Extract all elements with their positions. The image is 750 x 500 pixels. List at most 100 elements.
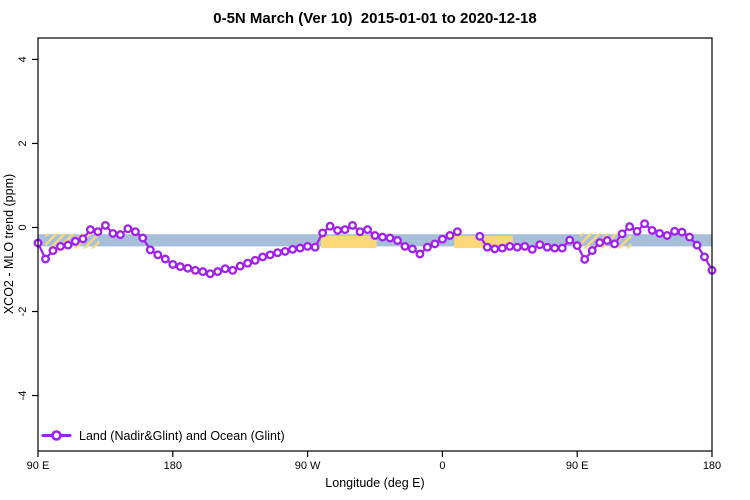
data-point: [512, 242, 522, 252]
x-tick-label: 90 E: [566, 460, 589, 472]
data-point: [325, 221, 335, 231]
data-point: [63, 240, 73, 250]
axis-ticks: 90 E 180 90 W 0 90 E 180 -4 -2 0 2 4: [17, 56, 721, 472]
data-point: [228, 265, 238, 275]
legend-label: Land (Nadir&Glint) and Ocean (Glint): [79, 429, 285, 443]
data-point: [625, 222, 635, 232]
data-point: [130, 227, 140, 237]
data-point: [595, 238, 605, 248]
data-point: [422, 242, 432, 252]
data-point: [273, 248, 283, 258]
data-point: [550, 243, 560, 253]
data-point: [355, 227, 365, 237]
data-point: [303, 241, 313, 251]
data-point: [437, 234, 447, 244]
data-point: [647, 225, 657, 235]
data-point: [213, 267, 223, 277]
y-axis-label: XCO2 - MLO trend (ppm): [2, 174, 16, 314]
data-point: [115, 230, 125, 240]
data-point: [168, 260, 178, 269]
data-point: [430, 239, 440, 249]
data-point: [235, 261, 245, 271]
data-point: [527, 244, 537, 254]
data-series: [33, 219, 717, 279]
data-point: [602, 236, 612, 245]
data-point: [123, 224, 133, 234]
data-point: [535, 240, 545, 250]
plot-border: [37, 37, 713, 452]
data-point: [295, 243, 305, 253]
x-tick-label: 180: [703, 460, 721, 472]
data-point: [175, 262, 185, 272]
flagged-band-solid-1: [321, 235, 377, 249]
data-point: [243, 258, 253, 268]
data-point: [265, 250, 275, 260]
data-point: [318, 228, 328, 238]
data-point: [78, 234, 88, 244]
data-point: [258, 252, 268, 262]
y-tick-label: -4: [17, 391, 29, 401]
y-tick-label: 2: [17, 140, 29, 146]
data-point: [220, 264, 230, 274]
y-tick-label: 0: [17, 224, 29, 230]
data-point: [48, 246, 58, 256]
data-point: [153, 250, 163, 260]
data-point: [340, 225, 350, 235]
data-point: [617, 229, 627, 239]
data-point: [482, 242, 492, 252]
data-point: [655, 228, 665, 238]
legend: Land (Nadir&Glint) and Ocean (Glint): [41, 429, 285, 443]
data-point: [288, 244, 298, 254]
data-point: [445, 231, 455, 240]
data-point: [70, 236, 80, 246]
data-point: [580, 254, 590, 264]
data-point: [190, 265, 200, 275]
data-point: [497, 243, 507, 253]
data-point: [700, 252, 709, 262]
data-point: [250, 255, 260, 265]
data-point: [108, 228, 118, 238]
data-point: [145, 245, 155, 255]
chart-title: 0-5N March (Ver 10) 2015-01-01 to 2020-1…: [213, 10, 537, 27]
data-point: [160, 254, 170, 264]
data-point: [138, 233, 148, 243]
data-point: [100, 220, 110, 230]
data-point: [572, 241, 582, 251]
data-point: [587, 246, 597, 256]
data-point: [685, 232, 694, 242]
data-point: [198, 267, 208, 277]
data-point: [542, 242, 552, 252]
y-tick-label: 4: [17, 56, 29, 62]
x-tick-label: 0: [439, 460, 445, 472]
data-point: [85, 225, 95, 235]
data-point: [662, 231, 672, 240]
data-point: [505, 241, 515, 251]
data-point: [280, 246, 290, 256]
data-point: [407, 244, 417, 254]
data-point: [310, 242, 320, 252]
data-point: [393, 236, 402, 245]
data-point: [385, 233, 395, 243]
data-point: [632, 226, 642, 236]
data-point: [41, 254, 50, 264]
x-tick-label: 90 E: [27, 460, 50, 472]
data-point: [56, 241, 65, 251]
data-point: [370, 231, 380, 240]
data-point: [670, 226, 680, 236]
x-tick-label: 180: [164, 460, 182, 472]
data-point: [378, 232, 387, 242]
data-point: [400, 241, 410, 251]
data-point: [363, 225, 372, 235]
data-point: [333, 225, 343, 235]
x-axis-label: Longitude (deg E): [325, 476, 424, 490]
data-point: [677, 227, 687, 237]
data-point: [183, 263, 193, 273]
data-point: [610, 239, 620, 249]
data-point: [348, 220, 357, 230]
data-point: [93, 227, 103, 237]
data-point: [520, 241, 530, 251]
data-point: [205, 269, 215, 279]
data-point: [490, 244, 500, 254]
